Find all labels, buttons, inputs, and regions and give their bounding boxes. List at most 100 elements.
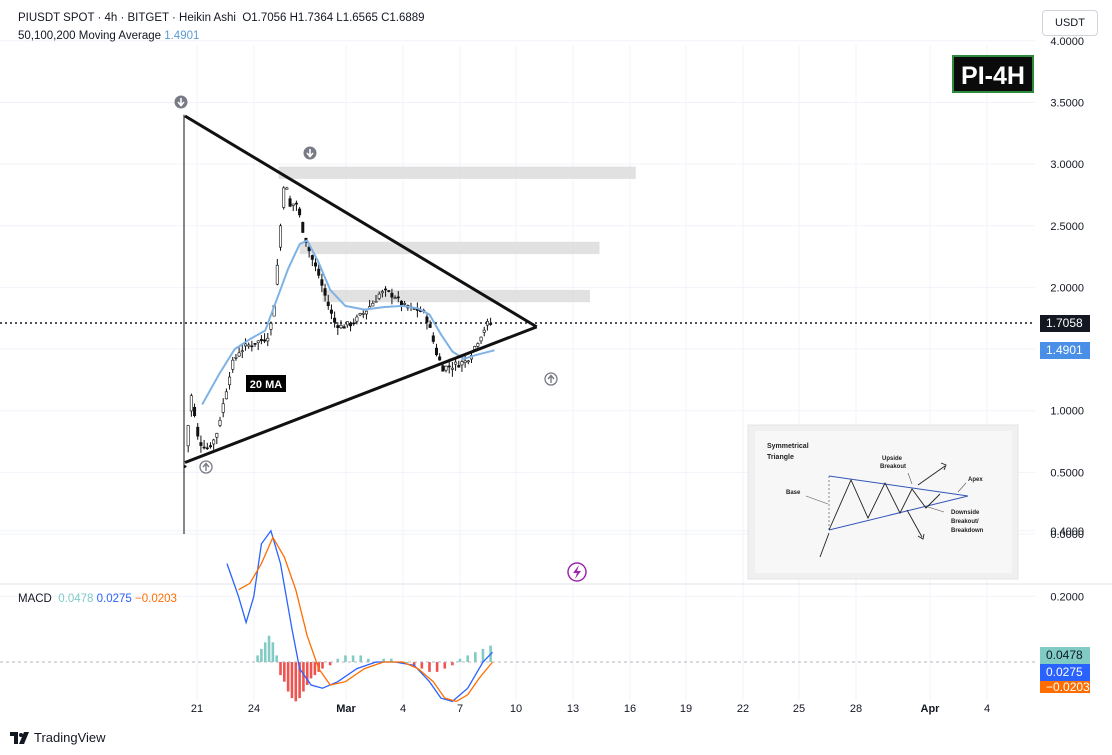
candle-body: [482, 329, 486, 333]
candle-body: [355, 316, 359, 322]
signal-line: [238, 535, 494, 703]
x-tick-label: Mar: [336, 703, 356, 715]
candle-body: [294, 202, 298, 205]
candle-body: [186, 425, 190, 447]
candle-body: [479, 336, 483, 342]
candle-body: [441, 365, 445, 372]
candle-body: [237, 352, 241, 357]
time-axis[interactable]: 21 24 Mar 4 7 10 13 16 19 22 25 28 Apr 4: [191, 703, 990, 715]
candle-body: [329, 309, 333, 314]
macd-histogram: [256, 635, 492, 702]
candle-body: [447, 365, 451, 368]
candle-body: [278, 225, 282, 248]
candle-body: [431, 335, 435, 342]
y-tick-label: 2.0000: [1050, 282, 1084, 294]
x-tick-label: 16: [624, 703, 636, 715]
macd-bar: [305, 662, 309, 685]
candle-body: [282, 187, 286, 208]
macd-bar: [481, 648, 485, 662]
macd-bar: [382, 658, 385, 662]
macd-bar: [328, 662, 332, 666]
symbol-info: PIUSDT SPOT · 4h · BITGET · Heikin Ashi: [18, 12, 236, 24]
candle-body: [364, 310, 368, 315]
macd-bar: [420, 662, 424, 669]
x-tick-label: Apr: [921, 703, 941, 715]
ma-annotation-box: [246, 375, 286, 392]
candle-body: [476, 343, 480, 347]
macd-bar: [294, 662, 298, 702]
macd-bar: [336, 658, 340, 662]
triangle-inset: Symmetrical Triangle Base Upside Breakou…: [747, 424, 1019, 580]
y-tick-label: 1.0000: [1050, 406, 1084, 418]
chart-header: PIUSDT SPOT · 4h · BITGET · Heikin Ashi …: [18, 12, 425, 24]
symmetrical-triangle: [184, 114, 538, 464]
arrow-up-icon: [544, 372, 558, 386]
price-axis[interactable]: 4.00003.50003.00002.50002.00001.50001.00…: [1050, 36, 1084, 541]
candle-body: [212, 439, 216, 445]
candle-body: [243, 343, 247, 347]
x-tick-label: 25: [793, 703, 805, 715]
candle-body: [320, 279, 324, 286]
candle-body: [336, 325, 340, 329]
currency-button[interactable]: USDT: [1042, 10, 1098, 36]
candle-body: [253, 343, 257, 345]
ohlc-values: O1.7056 H1.7364 L1.6565 C1.6889: [242, 12, 425, 24]
candle-body: [428, 324, 432, 328]
x-tick-label: 13: [567, 703, 579, 715]
x-tick-label: 4: [984, 703, 990, 715]
chart-grid: [0, 40, 1035, 700]
candle-body: [301, 221, 305, 233]
macd-bar: [466, 655, 469, 662]
macd-bar: [443, 662, 447, 669]
candle-body: [390, 292, 394, 298]
candle-body: [247, 344, 251, 347]
y-tick-label: 3.0000: [1050, 159, 1084, 171]
macd-bar: [458, 658, 462, 662]
ma-legend-label: 50,100,200 Moving Average: [18, 30, 162, 42]
candle-body: [438, 356, 442, 361]
candle-body: [285, 187, 289, 190]
candle-body: [291, 203, 295, 206]
ma-price-tag: 1.4901: [1040, 342, 1090, 359]
candle-body: [215, 433, 219, 438]
macd-legend-v2: 0.0275: [96, 593, 132, 605]
candle-body: [473, 346, 477, 350]
x-tick-label: 22: [737, 703, 749, 715]
x-tick-label: 24: [248, 703, 260, 715]
x-tick-label: 10: [510, 703, 522, 715]
macd-bar: [435, 662, 439, 672]
macd-bar: [428, 662, 431, 672]
ma-legend[interactable]: 50,100,200 Moving Average 1.4901: [18, 30, 199, 42]
candle-body: [224, 391, 228, 400]
y-tick-label: 0.5000: [1050, 467, 1084, 479]
candle-body: [199, 442, 203, 446]
candle-body: [434, 347, 438, 356]
inset-label-breakout2: Breakout/: [951, 519, 979, 525]
macd-bar: [321, 662, 324, 669]
candle-body: [234, 357, 238, 359]
brand-label: TradingView: [34, 730, 106, 745]
macd-bar: [412, 662, 416, 666]
macd-bar: [359, 655, 363, 662]
ma-legend-value: 1.4901: [164, 30, 200, 42]
resistance-zones: [278, 166, 636, 303]
candle-body: [450, 367, 454, 370]
macd-bar: [263, 642, 267, 662]
macd-bar: [290, 662, 294, 699]
lightning-icon[interactable]: [567, 562, 587, 582]
macd-legend[interactable]: MACD 0.0478 0.0275 −0.0203: [18, 593, 177, 605]
macd-bar: [309, 662, 313, 679]
candle-body: [231, 359, 235, 370]
candle-body: [269, 322, 273, 330]
macd-bar: [256, 655, 259, 662]
arrow-down-icon: [303, 146, 317, 160]
inset-title-1: Symmetrical: [767, 443, 809, 450]
inset-label-upside: Upside: [882, 456, 903, 462]
tradingview-logo[interactable]: TradingView: [10, 730, 106, 745]
candle-body: [380, 291, 384, 294]
candle-body: [384, 288, 388, 291]
candle-body: [310, 255, 314, 260]
inset-label-base: Base: [786, 490, 801, 496]
inset-title-2: Triangle: [767, 454, 794, 461]
